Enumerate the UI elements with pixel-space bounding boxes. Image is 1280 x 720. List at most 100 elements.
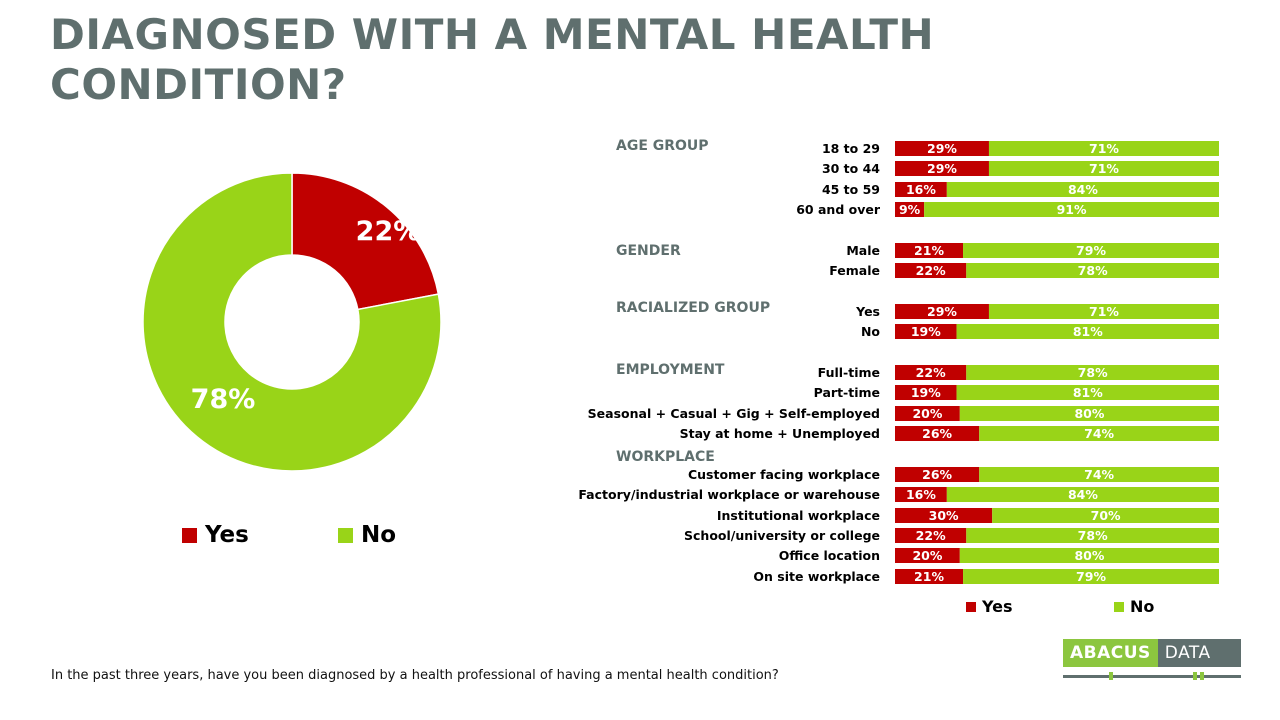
bar-yes: [895, 487, 947, 502]
bar-yes: [895, 406, 960, 421]
bar-yes: [895, 467, 980, 482]
bar-no-label: 70%: [1091, 508, 1121, 523]
row-label: Part-time: [814, 385, 880, 400]
bar-yes-label: 19%: [911, 385, 941, 400]
bar-yes-label: 29%: [927, 161, 957, 176]
logo-mark-left: [1109, 672, 1113, 680]
legend-no-label: No: [361, 522, 397, 548]
bar-yes-label: 22%: [916, 365, 946, 380]
bar-no-label: 71%: [1089, 161, 1119, 176]
row-label: Stay at home + Unemployed: [680, 426, 880, 441]
title-line-1: DIAGNOSED WITH A MENTAL HEALTH: [50, 10, 935, 59]
donut-label-no: 78%: [191, 384, 256, 415]
donut-slice-no: [142, 172, 442, 472]
bar-yes-label: 21%: [914, 569, 944, 584]
bar-no-label: 80%: [1074, 406, 1104, 421]
bar-yes-label: 26%: [922, 467, 952, 482]
bar-yes-label: 19%: [911, 324, 941, 339]
bar-no: [956, 385, 1219, 400]
bar-no: [959, 548, 1219, 563]
bar-yes: [895, 365, 967, 380]
bar-no: [959, 406, 1219, 421]
bar-no-label: 78%: [1078, 528, 1108, 543]
bar-legend-yes-swatch: [966, 601, 976, 612]
bar-yes-label: 26%: [922, 426, 952, 441]
bar-no: [963, 569, 1219, 584]
bar-legend-no-label: No: [1130, 597, 1155, 616]
bar-no-label: 81%: [1073, 385, 1103, 400]
bar-legend-no: No: [1114, 597, 1154, 616]
row-label: Institutional workplace: [717, 508, 880, 523]
legend-yes-label: Yes: [205, 522, 249, 548]
row-label: Yes: [855, 304, 880, 319]
bar-no-label: 79%: [1076, 569, 1106, 584]
bar-yes: [895, 141, 989, 156]
abacus-data-logo: ABACUS DATA: [1063, 639, 1241, 681]
row-label: On site workplace: [753, 569, 880, 584]
group-label-1: GENDER: [616, 243, 681, 259]
bar-yes-label: 16%: [906, 487, 936, 502]
bar-yes-label: 22%: [916, 263, 946, 278]
row-label: Male: [846, 243, 880, 258]
bar-no: [992, 508, 1219, 523]
bar-no: [988, 141, 1219, 156]
row-label: 18 to 29: [822, 141, 880, 156]
bar-yes: [895, 263, 967, 278]
row-label: 60 and over: [796, 202, 881, 217]
bar-no: [966, 528, 1219, 543]
bar-legend-no-swatch: [1114, 601, 1124, 612]
bar-no-label: 84%: [1068, 182, 1098, 197]
legend-yes-swatch: [182, 527, 197, 543]
bar-yes: [895, 569, 964, 584]
bar-no-label: 74%: [1084, 426, 1114, 441]
row-label: 45 to 59: [822, 182, 880, 197]
group-label-3: EMPLOYMENT: [616, 362, 725, 378]
bar-yes-label: 22%: [916, 528, 946, 543]
group-label-4: WORKPLACE: [616, 449, 715, 465]
bar-no-label: 80%: [1074, 548, 1104, 563]
bar-no: [963, 243, 1219, 258]
bar-no: [979, 426, 1219, 441]
bar-no-label: 91%: [1057, 202, 1087, 217]
bar-no-label: 81%: [1073, 324, 1103, 339]
bar-yes: [895, 202, 925, 217]
donut-slice-yes: [291, 172, 440, 311]
donut-chart: 22% 78%: [142, 172, 442, 472]
stacked-bar-chart: AGE GROUP 18 to 29 29% 71% 30 to 44 29% 71% 45 …: [578, 138, 1219, 584]
legend-no-swatch: [338, 527, 353, 543]
bar-no-label: 71%: [1089, 304, 1119, 319]
bar-legend-yes-label: Yes: [982, 597, 1013, 616]
bar-yes: [895, 304, 989, 319]
bar-yes-label: 30%: [929, 508, 959, 523]
row-label: Factory/industrial workplace or warehous…: [578, 487, 880, 502]
logo-mark-right-b: [1200, 672, 1204, 680]
bar-no-label: 71%: [1089, 141, 1119, 156]
bar-no: [979, 467, 1219, 482]
footnote: In the past three years, have you been d…: [51, 668, 779, 683]
page-title: DIAGNOSED WITH A MENTAL HEALTH CONDITION…: [50, 10, 1050, 110]
bar-yes: [895, 426, 980, 441]
bar-no: [956, 324, 1219, 339]
bar-no: [966, 263, 1219, 278]
bar-no-label: 74%: [1084, 467, 1114, 482]
bar-no: [988, 304, 1219, 319]
bar-no: [946, 182, 1219, 197]
bar-no: [988, 161, 1219, 176]
bar-yes: [895, 324, 957, 339]
logo-right-text: DATA: [1157, 639, 1241, 667]
bar-yes: [895, 548, 960, 563]
bar-no: [924, 202, 1219, 217]
bar-no: [946, 487, 1219, 502]
logo-left-text: ABACUS: [1063, 639, 1158, 667]
logo-underline: [1063, 675, 1241, 678]
bar-yes-label: 20%: [912, 406, 942, 421]
group-label-2: RACIALIZED GROUP: [616, 300, 770, 316]
title-line-2: CONDITION?: [50, 60, 347, 109]
group-label-0: AGE GROUP: [616, 138, 709, 154]
bar-yes-label: 9%: [899, 202, 921, 217]
bar-yes: [895, 243, 964, 258]
row-label: Office location: [779, 548, 880, 563]
donut-legend-yes: Yes: [182, 522, 249, 548]
bar-yes-label: 21%: [914, 243, 944, 258]
row-label: School/university or college: [684, 528, 880, 543]
